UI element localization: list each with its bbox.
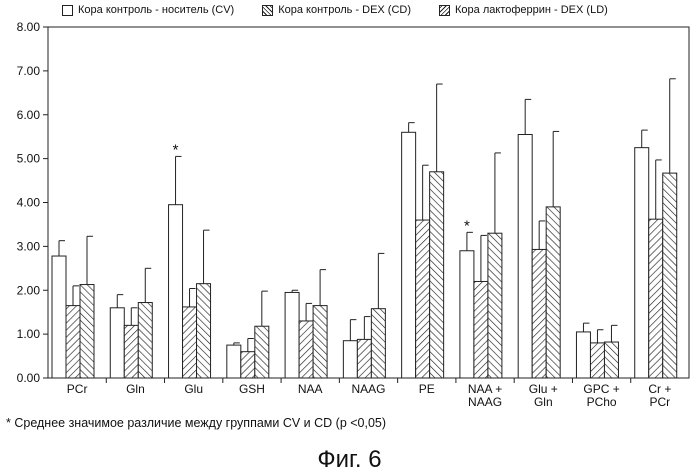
category-label: Glu <box>184 382 203 396</box>
y-tick-label: 4.00 <box>17 196 41 210</box>
significance-marker: * <box>464 217 470 234</box>
y-tick-label: 3.00 <box>17 239 41 253</box>
y-tick-label: 0.00 <box>17 371 41 385</box>
bar-cd <box>66 306 80 378</box>
bar-cd <box>124 325 138 378</box>
bar-cd <box>183 307 197 378</box>
bar-cv <box>576 332 590 378</box>
bar-cv <box>460 251 474 378</box>
bar-cv <box>343 341 357 378</box>
bar-cd <box>299 321 313 378</box>
bar-cv <box>285 292 299 378</box>
bar-ld <box>313 306 327 378</box>
significance-footnote: * Среднее значимое различие между группа… <box>6 416 386 430</box>
y-tick-label: 1.00 <box>17 327 41 341</box>
bar-ld <box>663 173 677 378</box>
category-label: Gln <box>534 395 553 409</box>
category-label: Cr + <box>648 382 671 396</box>
category-label: GSH <box>239 382 265 396</box>
bar-cd <box>357 339 371 378</box>
bar-cv <box>110 308 124 378</box>
bar-cv <box>52 256 66 378</box>
y-tick-label: 5.00 <box>17 152 41 166</box>
bar-cv <box>227 345 241 378</box>
significance-marker: * <box>173 141 179 158</box>
chart-bars <box>52 79 677 378</box>
bar-cv <box>402 132 416 378</box>
bar-ld <box>371 309 385 378</box>
figure-label: Фиг. 6 <box>0 446 699 474</box>
category-label: PCr <box>650 395 671 409</box>
bar-ld <box>80 285 94 378</box>
category-label: PE <box>419 382 435 396</box>
bar-ld <box>138 303 152 378</box>
bar-ld <box>430 172 444 378</box>
bar-cv <box>169 205 183 378</box>
bar-cd <box>649 219 663 378</box>
category-label: NAAG <box>468 395 502 409</box>
bar-cd <box>532 249 546 378</box>
y-tick-label: 8.00 <box>17 20 41 34</box>
y-tick-label: 7.00 <box>17 64 41 78</box>
bar-cd <box>474 281 488 378</box>
bar-chart: 0.00 1.00 2.00 3.00 4.00 5.00 6.00 7.00 8.00 PCr G… <box>0 0 699 410</box>
bar-cv <box>635 148 649 378</box>
category-label: Glu + <box>529 382 558 396</box>
category-label: PCho <box>587 395 617 409</box>
y-tick-label: 2.00 <box>17 283 41 297</box>
bar-cd <box>416 220 430 378</box>
bar-ld <box>197 284 211 378</box>
bar-ld <box>488 233 502 378</box>
category-label: Gln <box>126 382 145 396</box>
bar-cv <box>518 134 532 378</box>
bar-ld <box>546 207 560 378</box>
category-label: NAA + <box>468 382 502 396</box>
bar-ld <box>255 326 269 378</box>
bar-cd <box>241 352 255 378</box>
bar-ld <box>604 342 618 378</box>
category-label: NAA <box>298 382 323 396</box>
y-tick-label: 6.00 <box>17 108 41 122</box>
bar-cd <box>590 343 604 378</box>
category-label: NAAG <box>351 382 385 396</box>
category-label: PCr <box>67 382 88 396</box>
category-label: GPC + <box>583 382 619 396</box>
